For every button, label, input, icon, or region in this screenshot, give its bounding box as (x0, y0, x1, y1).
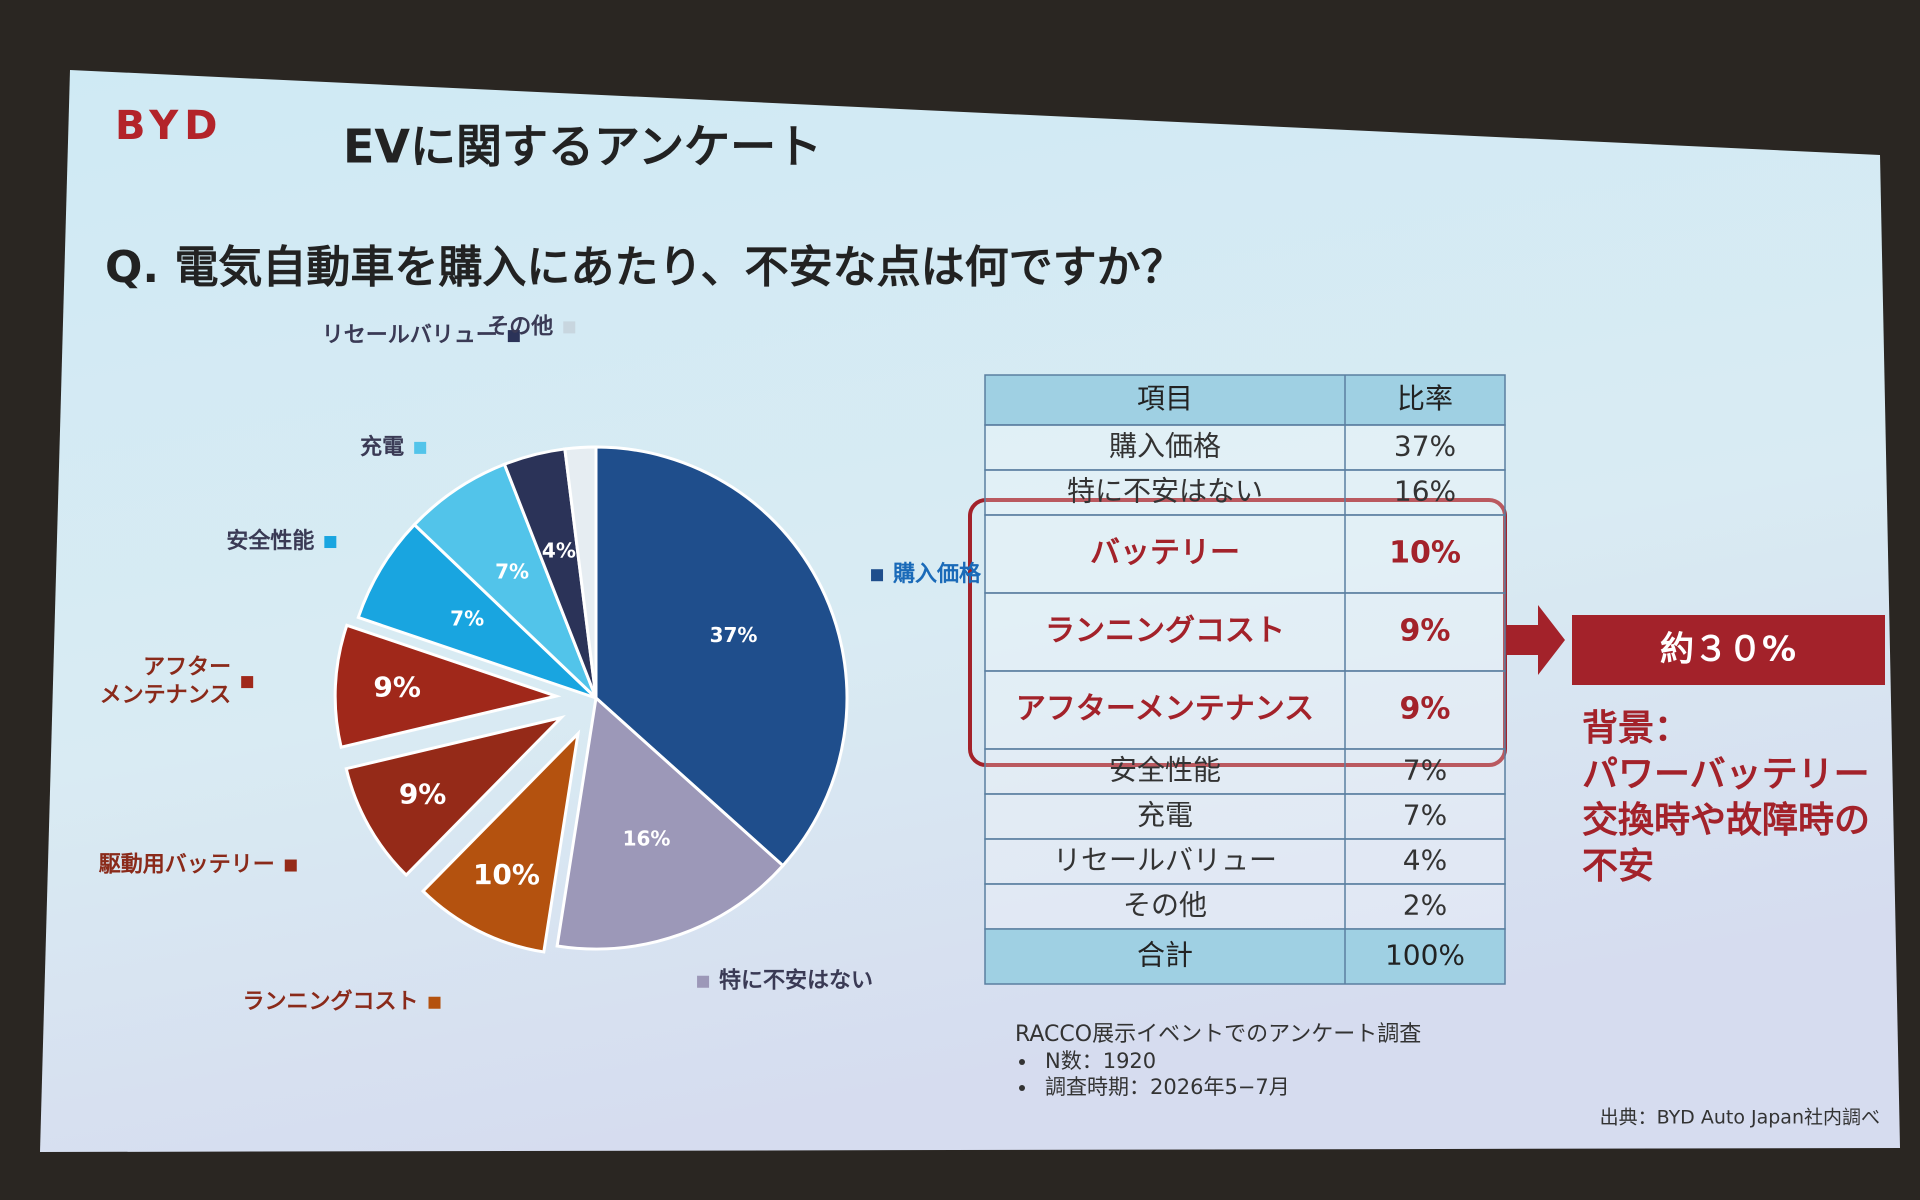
data-label: 7% (450, 607, 484, 631)
data-label: 10% (473, 858, 540, 891)
pie-slice (555, 695, 785, 951)
pie-slice (344, 714, 566, 878)
table-row (984, 883, 1506, 930)
legend-swatch (697, 975, 710, 988)
table-cell: 10% (1389, 536, 1461, 571)
data-label: 9% (373, 671, 421, 704)
bullet (1019, 1059, 1025, 1065)
category-label: ランニングコスト (243, 989, 419, 1015)
category-label: アフターメンテナンス (100, 655, 232, 708)
category-label: 特に不安はない (719, 968, 873, 994)
category-label: 購入価格 (893, 561, 982, 587)
callout-box (1572, 615, 1885, 685)
source: 出典：BYD Auto Japan社内調べ (1600, 1107, 1880, 1129)
data-label: 7% (495, 559, 529, 583)
table-cell: リセールバリュー (1053, 844, 1277, 877)
category-label: リセールバリュー (322, 323, 498, 348)
category-label: その他 (487, 314, 553, 339)
data-label: 9% (399, 778, 447, 811)
legend-swatch (324, 536, 337, 549)
legend-swatch (284, 859, 297, 872)
data-label: 37% (710, 623, 758, 647)
legend-swatch (563, 321, 576, 334)
table-cell: 100% (1385, 939, 1465, 972)
table-row (984, 374, 1506, 426)
pie-slice (412, 462, 598, 700)
callout-line: 交換時や故障時の (1582, 799, 1870, 841)
table-cell: 9% (1400, 614, 1451, 649)
legend-swatch (241, 676, 254, 689)
table-cell: 9% (1400, 692, 1451, 727)
table-cell: 項目 (1137, 382, 1193, 415)
table-cell: 比率 (1397, 382, 1453, 415)
bullet (1019, 1085, 1025, 1091)
table-cell: 特に不安はない (1067, 475, 1263, 508)
callout-line: 背景： (1582, 708, 1690, 749)
table-cell: 16% (1394, 475, 1456, 508)
pie-slice (333, 623, 562, 750)
category-label: 駆動用バッテリー (99, 853, 275, 878)
pie-slice (356, 522, 598, 700)
table-row (984, 514, 1506, 594)
table-row (984, 592, 1506, 672)
logo: BYD (115, 103, 223, 149)
table-cell: 合計 (1137, 939, 1193, 972)
slide-title: EVに関するアンケート (343, 120, 822, 174)
note-item: 調査時期：2026年5−7月 (1045, 1075, 1290, 1099)
category-label: 安全性能 (226, 528, 314, 554)
data-label: 16% (623, 826, 671, 850)
table-cell: その他 (1123, 889, 1207, 922)
callout-box-text: 約３０% (1660, 630, 1796, 670)
notes-title: RACCO展示イベントでのアンケート調査 (1015, 1022, 1421, 1047)
table-row (984, 793, 1506, 840)
table-cell: ランニングコスト (1045, 614, 1285, 649)
table-cell: 購入価格 (1109, 430, 1221, 463)
pie-slice (594, 445, 849, 868)
note-item: N数：1920 (1045, 1049, 1156, 1073)
pie-slice (420, 729, 581, 954)
table-cell: 4% (1403, 844, 1447, 877)
pie-slice (563, 445, 598, 699)
callout-line: 不安 (1582, 846, 1654, 887)
table-cell: バッテリー (1090, 536, 1240, 571)
table-cell: 7% (1403, 754, 1447, 787)
table-cell: 安全性能 (1109, 754, 1221, 787)
legend-swatch (414, 441, 427, 454)
category-label: 充電 (360, 434, 404, 460)
data-label: 4% (542, 539, 576, 563)
table-cell: 7% (1403, 799, 1447, 832)
question: Q. 電気自動車を購入にあたり、不安な点は何ですか？ (105, 242, 1185, 293)
table-cell: 2% (1403, 889, 1447, 922)
table-row (984, 748, 1506, 795)
legend-swatch (871, 569, 884, 582)
legend-swatch (507, 330, 520, 343)
legend-swatch (428, 996, 441, 1009)
table-cell: アフターメンテナンス (1016, 692, 1314, 727)
table-cell: 37% (1394, 430, 1456, 463)
table-cell: 充電 (1137, 799, 1193, 832)
arrow (1505, 605, 1565, 675)
callout-line: パワーバッテリー (1582, 754, 1870, 795)
table-row (984, 928, 1506, 985)
